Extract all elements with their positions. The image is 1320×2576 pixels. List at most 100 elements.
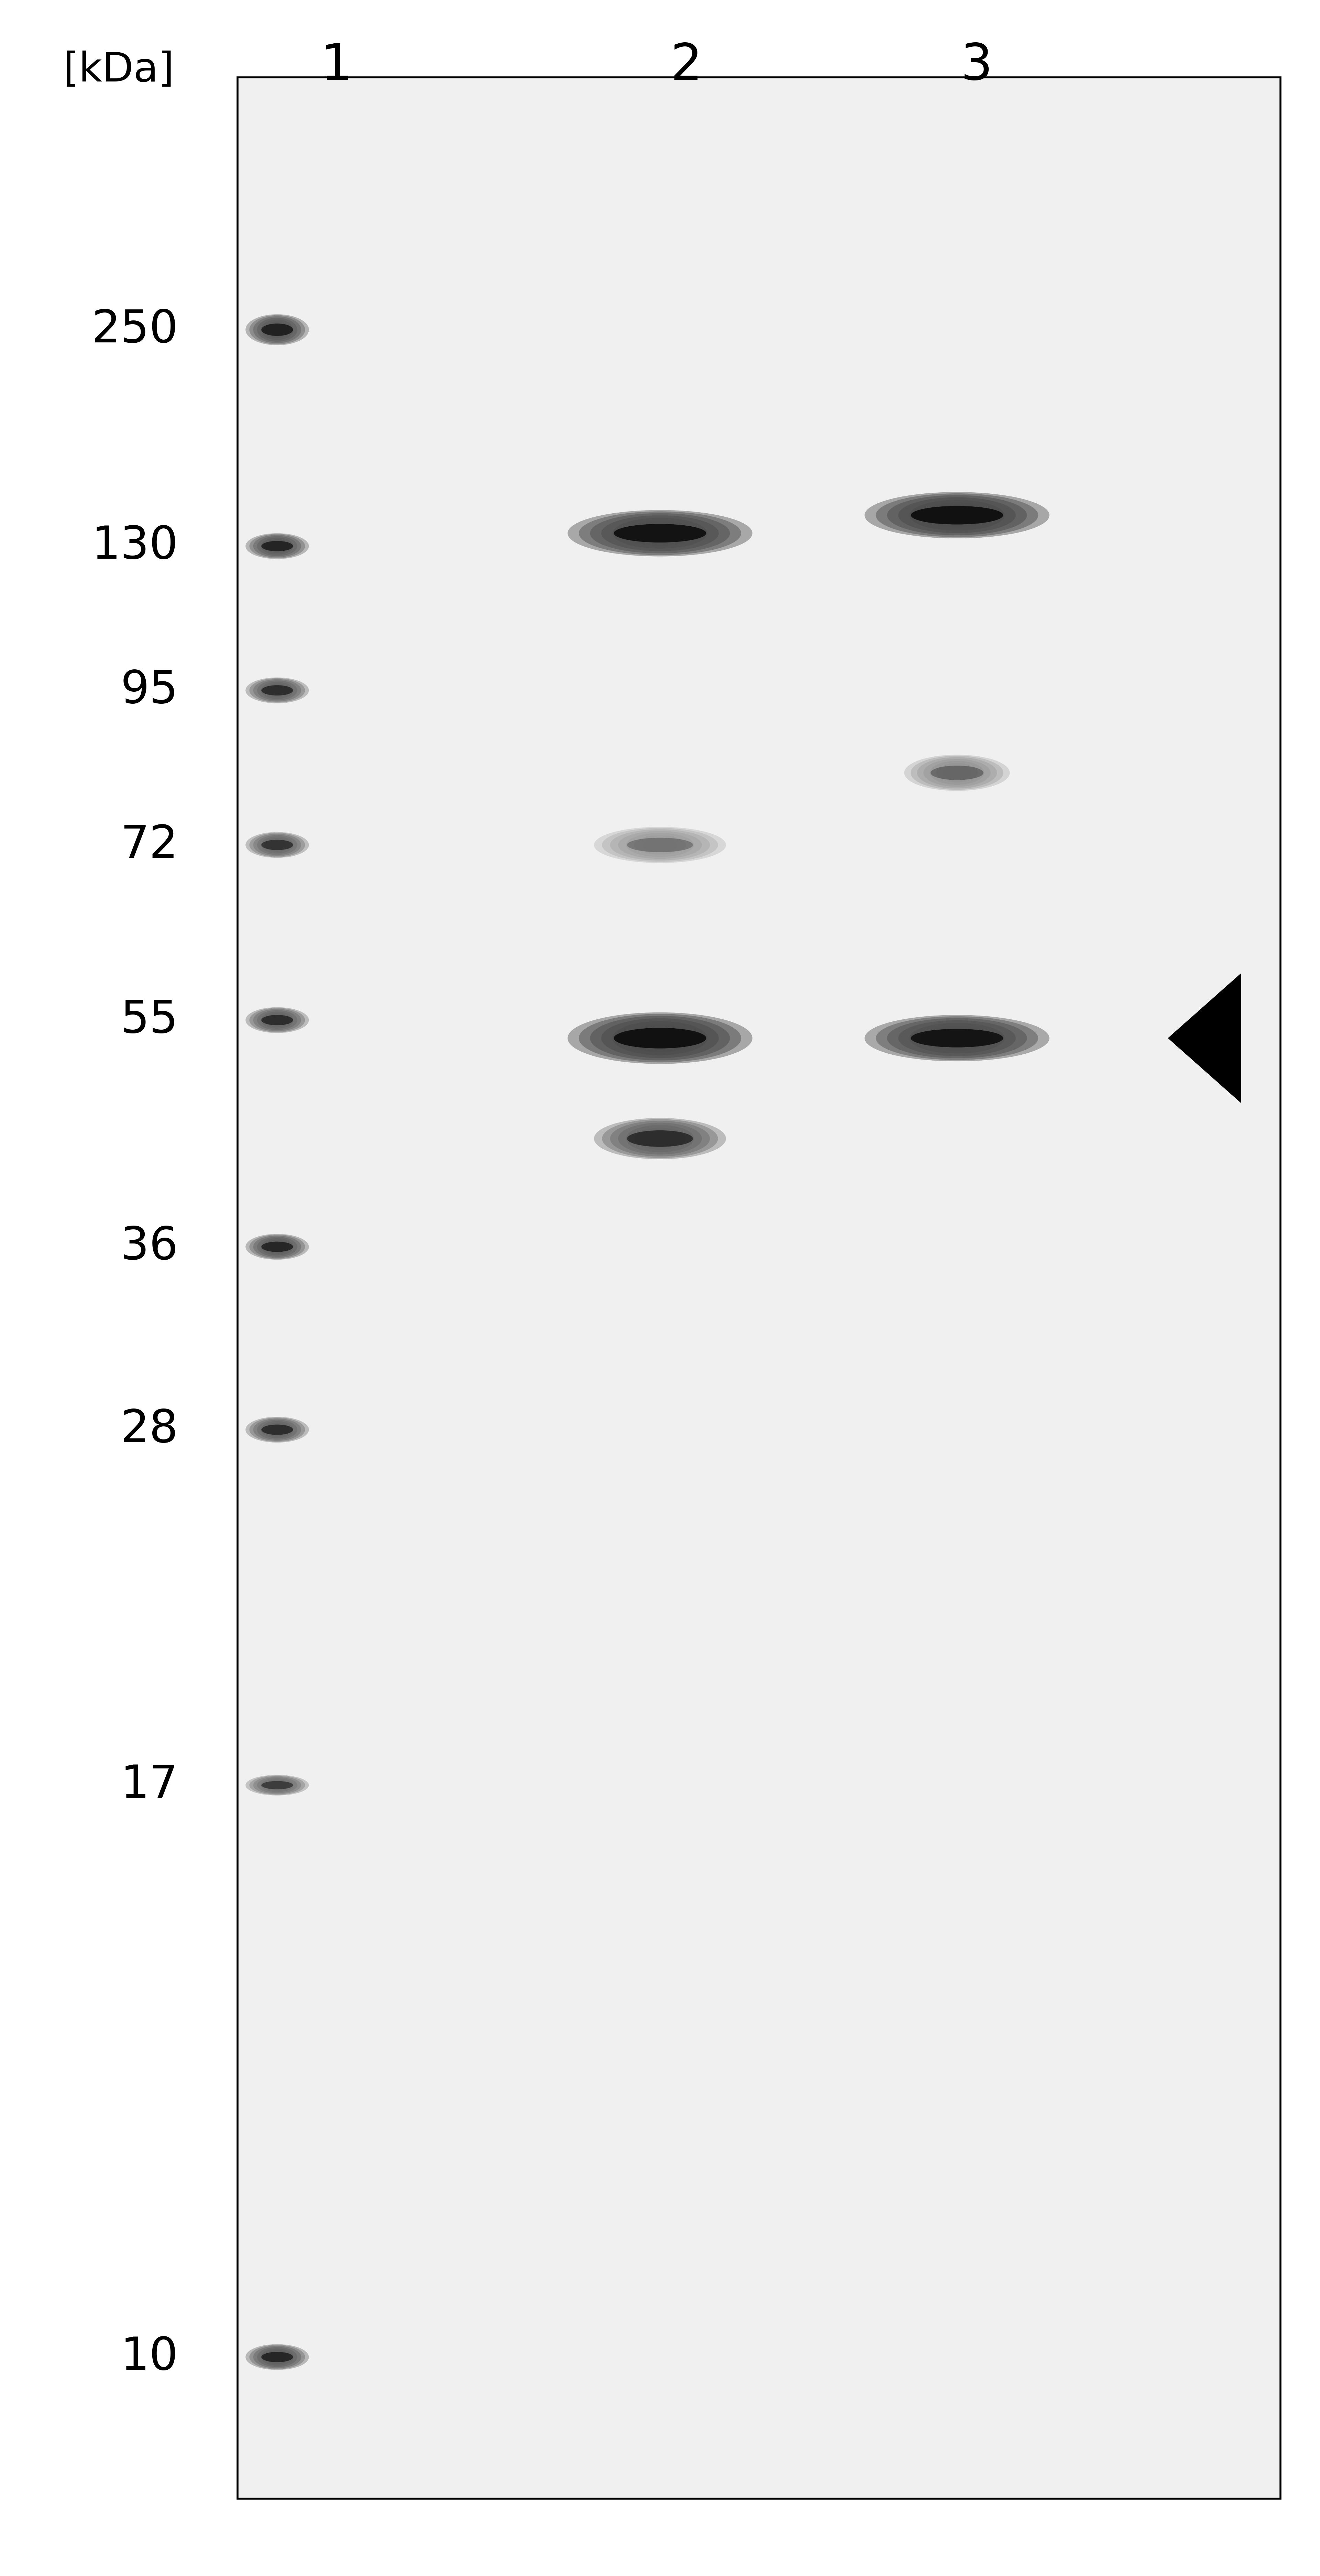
Text: 95: 95 xyxy=(120,670,178,711)
Ellipse shape xyxy=(246,2344,309,2370)
Ellipse shape xyxy=(568,1012,752,1064)
Polygon shape xyxy=(1168,974,1241,1103)
Ellipse shape xyxy=(265,322,289,337)
Ellipse shape xyxy=(626,1126,694,1151)
Ellipse shape xyxy=(249,2344,305,2370)
Ellipse shape xyxy=(265,683,289,698)
Ellipse shape xyxy=(268,2352,286,2362)
Ellipse shape xyxy=(590,1015,730,1061)
Ellipse shape xyxy=(261,2349,293,2365)
Ellipse shape xyxy=(904,755,1010,791)
Ellipse shape xyxy=(249,1417,305,1443)
Ellipse shape xyxy=(610,1121,710,1157)
Ellipse shape xyxy=(257,680,297,701)
Ellipse shape xyxy=(261,1015,293,1025)
Ellipse shape xyxy=(614,1028,706,1048)
Ellipse shape xyxy=(865,1015,1049,1061)
Ellipse shape xyxy=(253,1236,301,1257)
Ellipse shape xyxy=(627,837,693,853)
Text: 130: 130 xyxy=(91,526,178,567)
Text: 250: 250 xyxy=(91,309,178,350)
Ellipse shape xyxy=(253,2347,301,2367)
Ellipse shape xyxy=(898,1020,1016,1056)
Ellipse shape xyxy=(253,536,301,556)
Ellipse shape xyxy=(265,538,289,554)
Ellipse shape xyxy=(601,1018,718,1059)
Ellipse shape xyxy=(594,1118,726,1159)
Ellipse shape xyxy=(253,680,301,701)
Ellipse shape xyxy=(590,513,730,554)
Ellipse shape xyxy=(924,760,990,786)
Ellipse shape xyxy=(253,835,301,855)
Ellipse shape xyxy=(249,314,305,345)
Ellipse shape xyxy=(578,1015,742,1061)
Ellipse shape xyxy=(911,505,1003,526)
Ellipse shape xyxy=(246,1775,309,1795)
Text: 2: 2 xyxy=(671,41,702,90)
Ellipse shape xyxy=(261,1012,293,1028)
Ellipse shape xyxy=(261,1239,293,1255)
Ellipse shape xyxy=(614,523,706,544)
Ellipse shape xyxy=(261,1422,293,1437)
Ellipse shape xyxy=(261,1780,293,1790)
Ellipse shape xyxy=(932,1030,982,1046)
Text: 3: 3 xyxy=(961,41,993,90)
Ellipse shape xyxy=(917,757,997,788)
Ellipse shape xyxy=(261,538,293,554)
Ellipse shape xyxy=(898,497,1016,533)
Ellipse shape xyxy=(932,507,982,523)
Text: 28: 28 xyxy=(120,1409,178,1450)
Ellipse shape xyxy=(876,1018,1038,1059)
Ellipse shape xyxy=(265,2349,289,2365)
Ellipse shape xyxy=(601,515,718,551)
Ellipse shape xyxy=(627,1131,693,1146)
Ellipse shape xyxy=(246,1417,309,1443)
Ellipse shape xyxy=(249,677,305,703)
Ellipse shape xyxy=(635,526,685,541)
Ellipse shape xyxy=(261,541,293,551)
Ellipse shape xyxy=(265,1780,289,1790)
Ellipse shape xyxy=(261,319,293,340)
Ellipse shape xyxy=(887,495,1027,536)
Text: 72: 72 xyxy=(120,824,178,866)
Ellipse shape xyxy=(246,533,309,559)
Ellipse shape xyxy=(626,832,694,858)
Text: 10: 10 xyxy=(120,2336,178,2378)
Ellipse shape xyxy=(249,832,305,858)
Ellipse shape xyxy=(249,1234,305,1260)
Ellipse shape xyxy=(261,1777,293,1793)
Ellipse shape xyxy=(865,492,1049,538)
Ellipse shape xyxy=(635,1028,685,1048)
Ellipse shape xyxy=(921,502,994,528)
Text: 55: 55 xyxy=(120,999,178,1041)
Ellipse shape xyxy=(624,520,697,546)
Ellipse shape xyxy=(612,518,708,549)
Ellipse shape xyxy=(268,541,286,551)
Ellipse shape xyxy=(265,837,289,853)
Ellipse shape xyxy=(909,1023,1005,1054)
Text: 36: 36 xyxy=(120,1226,178,1267)
Ellipse shape xyxy=(612,1020,708,1056)
Ellipse shape xyxy=(929,760,985,786)
Ellipse shape xyxy=(261,2352,293,2362)
Ellipse shape xyxy=(253,1010,301,1030)
Text: 17: 17 xyxy=(120,1765,178,1806)
Ellipse shape xyxy=(265,1012,289,1028)
Ellipse shape xyxy=(246,1007,309,1033)
Ellipse shape xyxy=(568,510,752,556)
Ellipse shape xyxy=(268,1242,286,1252)
Ellipse shape xyxy=(253,317,301,343)
Ellipse shape xyxy=(634,1128,686,1149)
Ellipse shape xyxy=(257,1010,297,1030)
Ellipse shape xyxy=(261,685,293,696)
Ellipse shape xyxy=(911,1028,1003,1048)
Ellipse shape xyxy=(618,1123,702,1154)
Ellipse shape xyxy=(261,1242,293,1252)
Ellipse shape xyxy=(602,827,718,863)
Text: [kDa]: [kDa] xyxy=(63,52,174,90)
Ellipse shape xyxy=(246,314,309,345)
Ellipse shape xyxy=(578,513,742,554)
Ellipse shape xyxy=(921,1025,994,1051)
Ellipse shape xyxy=(249,1775,305,1795)
Ellipse shape xyxy=(911,755,1003,791)
